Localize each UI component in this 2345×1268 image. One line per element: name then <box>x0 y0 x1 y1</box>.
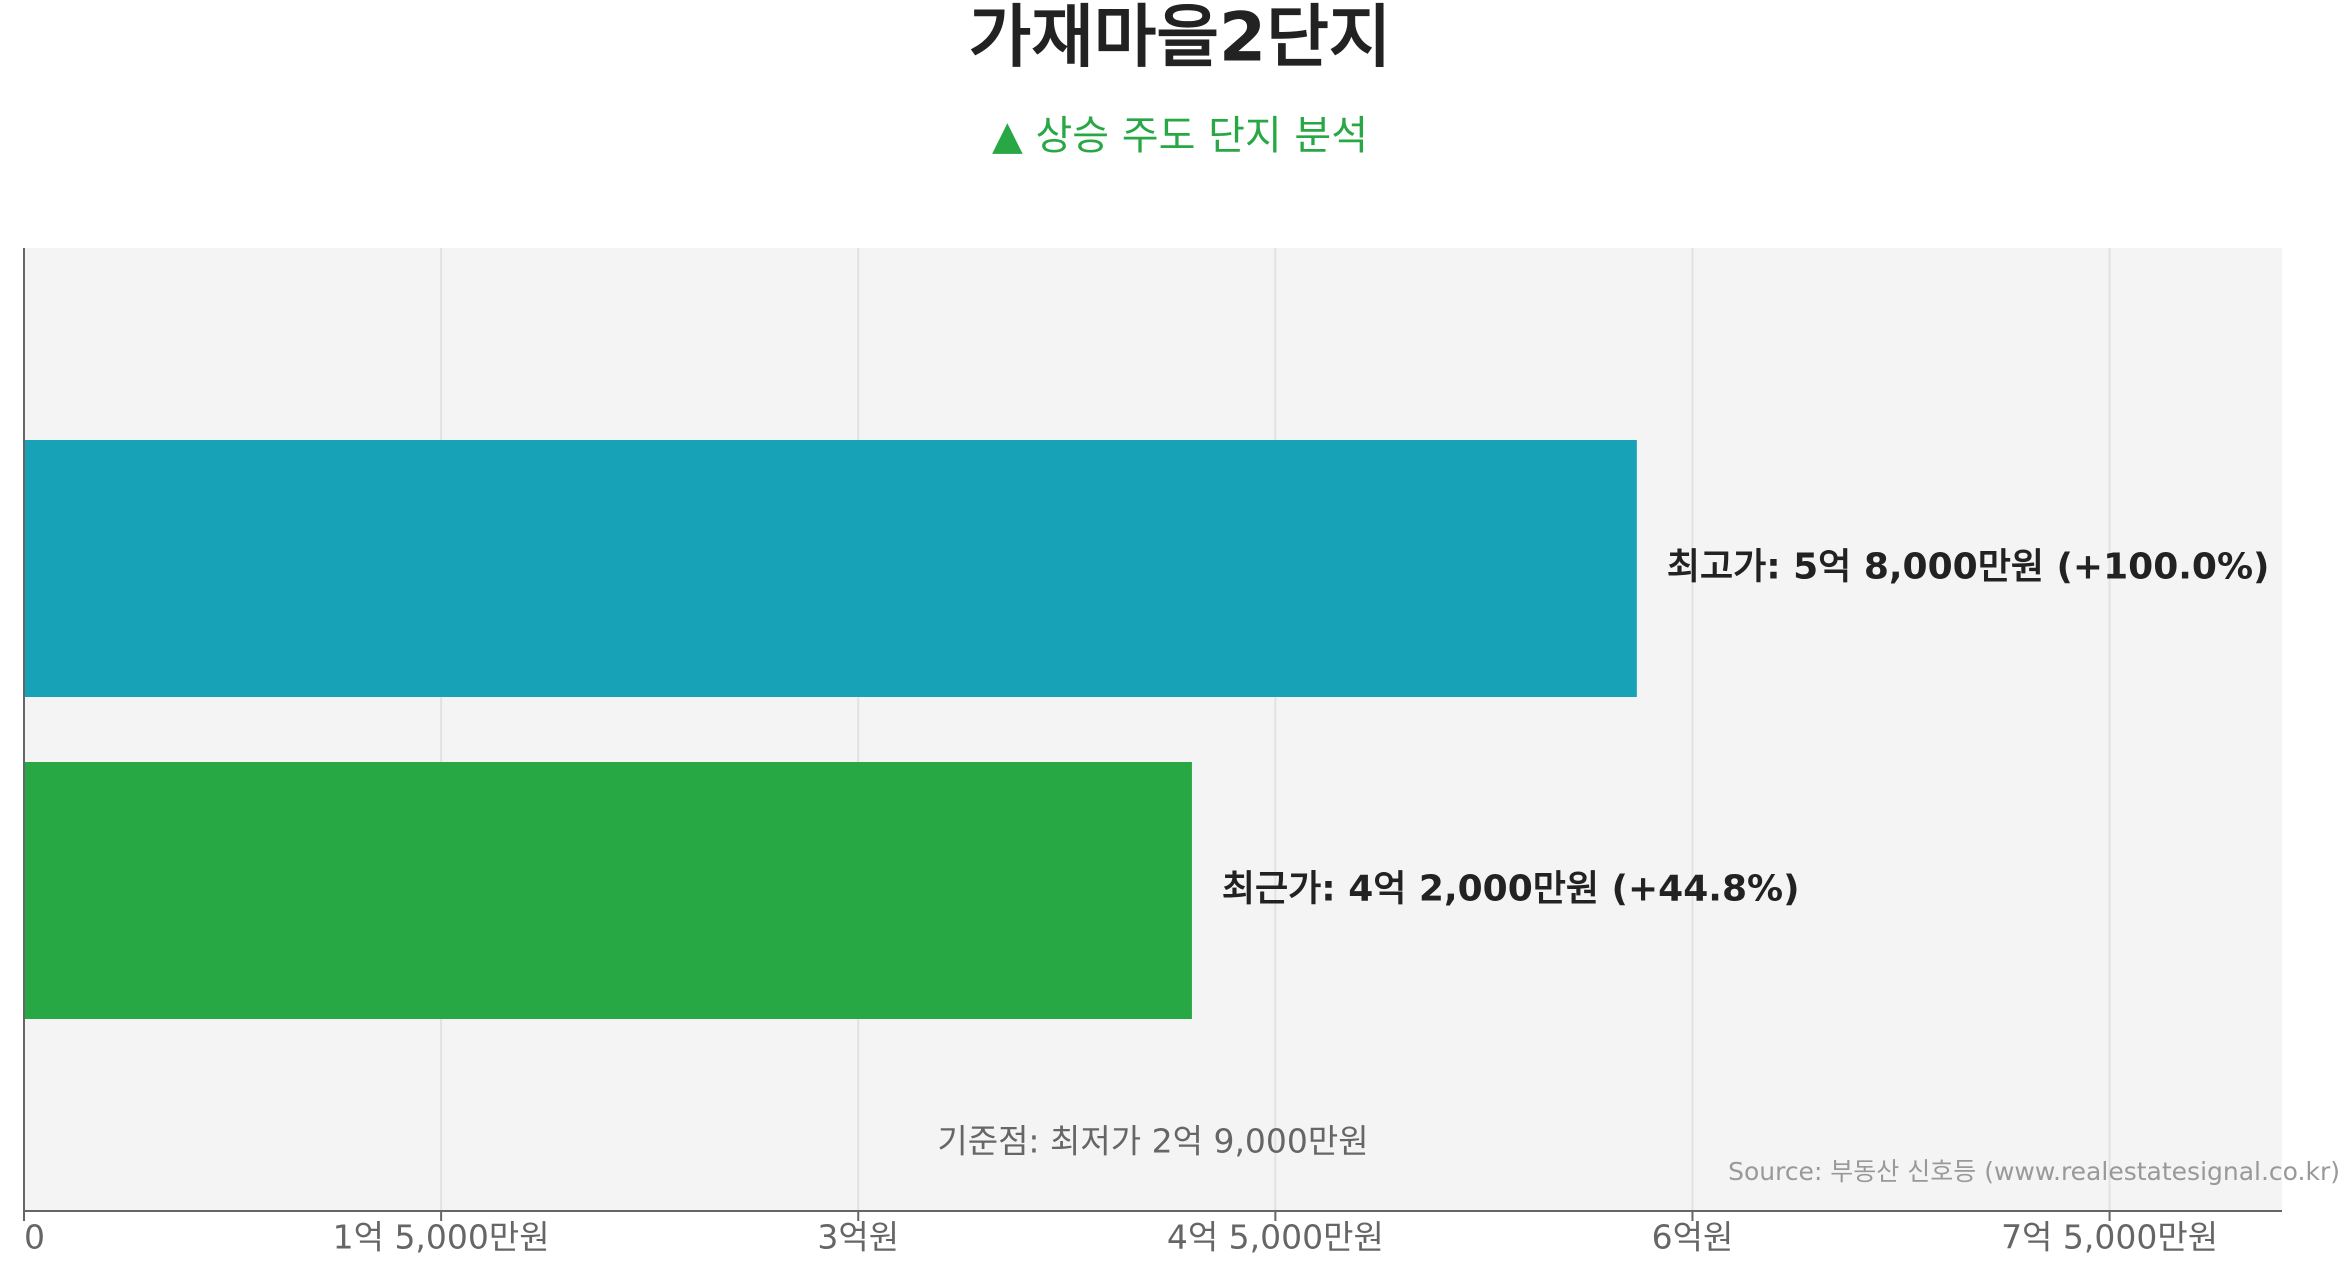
x-tick-label: 4억 5,000만원 <box>1167 1218 1384 1257</box>
source: Source: 부동산 신호등 (www.realestatesignal.co… <box>1728 1157 2340 1186</box>
chart-title: 가재마을2단지 <box>969 0 1392 78</box>
bar <box>24 440 1637 697</box>
plot-area <box>24 248 2282 1211</box>
x-tick-label: 6억원 <box>1652 1218 1734 1257</box>
x-tick-label: 3억원 <box>817 1218 899 1257</box>
annotation: 기준점: 최저가 2억 9,000만원 <box>937 1122 1368 1161</box>
x-tick-label: 1억 5,000만원 <box>333 1218 550 1257</box>
value-label: 최근가: 4억 2,000만원 (+44.8%) <box>1222 869 1800 910</box>
x-tick-label: 0 <box>24 1218 45 1257</box>
grid <box>23 248 2111 1221</box>
bar <box>24 762 1192 1019</box>
marks: 최고가: 5억 8,000만원 (+100.0%) 최근가: 4억 2,000만원… <box>24 440 2270 1019</box>
chart-subtitle: ▲ 상승 주도 단지 분석 <box>992 113 1368 159</box>
value-label: 최고가: 5억 8,000만원 (+100.0%) <box>1667 547 2270 588</box>
x-tick-label: 7억 5,000만원 <box>2001 1218 2218 1257</box>
